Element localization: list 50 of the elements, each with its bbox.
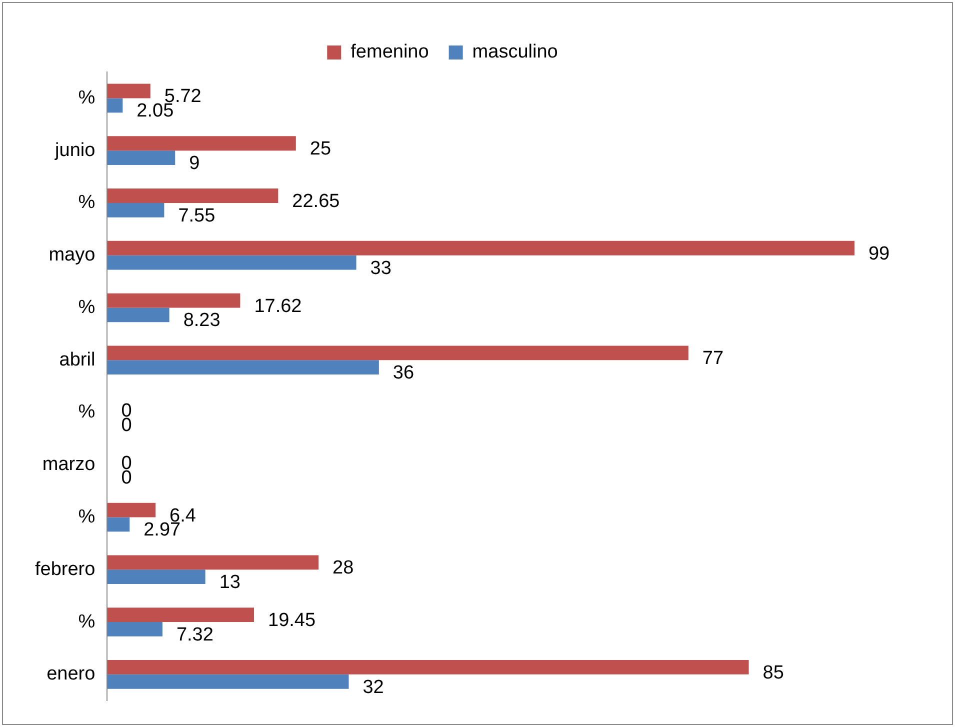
bar [107,255,356,270]
y-tick-label: % [78,402,96,423]
bar [107,293,240,308]
data-label: 19.45 [268,610,316,632]
data-label: 77 [702,348,724,370]
bar [107,346,688,360]
bar [107,502,156,518]
legend-label: femenino [350,42,429,63]
bar [107,570,206,584]
data-label: 7.32 [176,624,214,646]
bar [107,188,278,203]
y-tick-label: junio [54,140,96,161]
data-label: 8.23 [183,310,220,332]
y-tick-label: % [78,192,96,214]
bar [107,674,349,689]
bar [107,608,254,622]
data-label: 85 [762,662,784,684]
y-tick-label: % [78,506,96,528]
bar [107,240,854,256]
data-label: 36 [392,362,414,384]
legend-label: masculino [472,42,558,63]
bar [107,660,749,674]
y-tick-label: febrero [35,558,96,580]
data-label: 17.62 [254,296,302,317]
y-tick-label: enero [46,664,96,685]
bar [107,308,170,322]
y-tick-label: marzo [42,454,96,476]
data-label: 33 [370,258,392,279]
data-label: 99 [868,243,890,264]
data-label: 25 [310,138,332,160]
bar [107,202,164,218]
bar [107,84,150,98]
data-label: 28 [332,558,354,579]
y-tick-label: % [78,87,96,108]
bar [107,360,379,375]
bar [107,555,319,570]
data-label: 9 [189,153,200,174]
data-label: 13 [219,572,240,594]
data-label: 32 [362,676,384,698]
bar [107,98,123,113]
y-tick-label: mayo [48,244,96,266]
bar [107,622,162,636]
data-label: 7.55 [178,205,216,226]
bar [107,517,130,532]
y-tick-label: abril [59,349,96,370]
y-tick-label: % [78,296,96,318]
data-label: 22.65 [292,190,340,212]
bar [107,136,296,151]
bar [107,150,176,165]
y-tick-label: % [78,611,96,632]
